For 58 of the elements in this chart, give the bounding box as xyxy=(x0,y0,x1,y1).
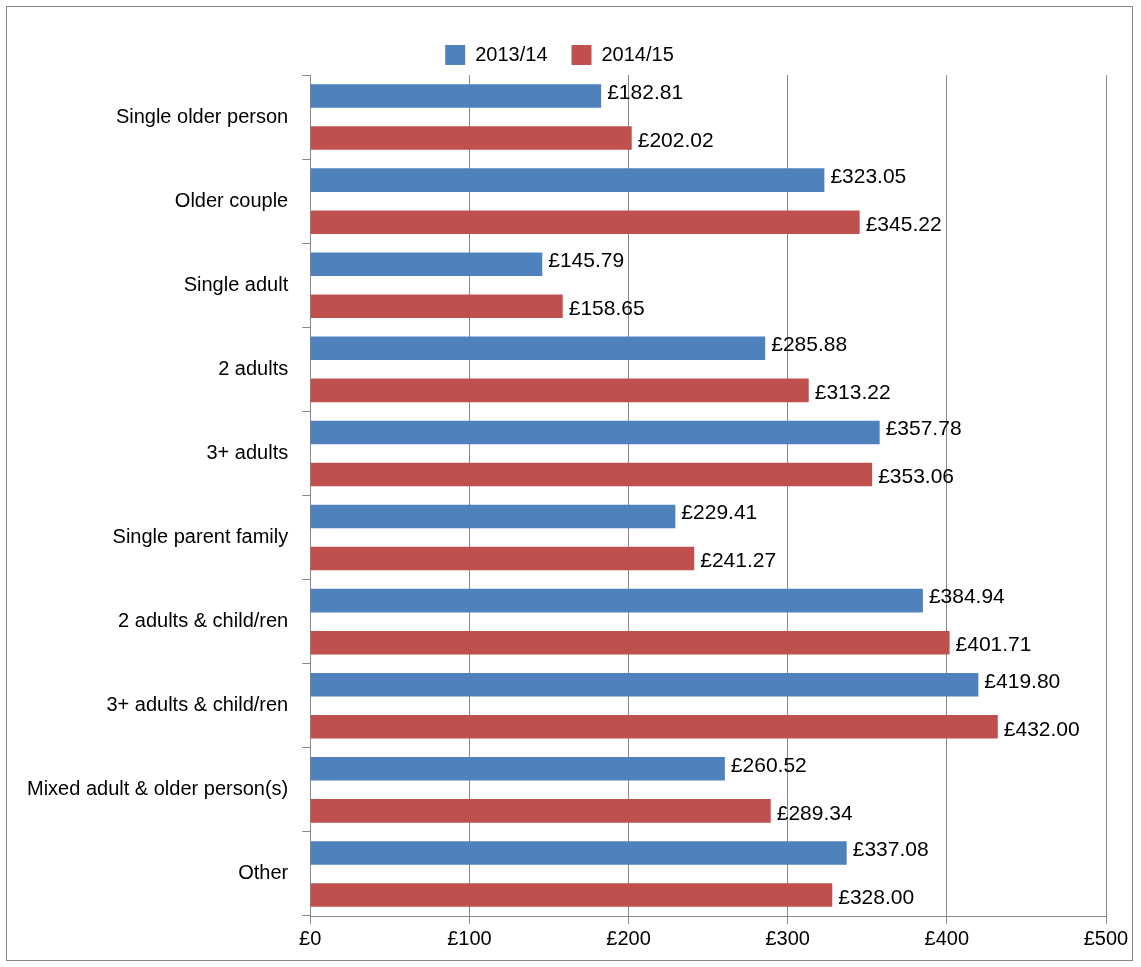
data-label: £357.78 xyxy=(885,416,962,440)
data-label: £345.22 xyxy=(865,211,942,235)
bar xyxy=(310,630,950,655)
data-label: £384.94 xyxy=(928,584,1006,608)
bar xyxy=(310,336,766,361)
data-label: £328.00 xyxy=(838,884,915,908)
data-label: £229.41 xyxy=(681,500,758,524)
y-tick-label: Single adult xyxy=(183,272,289,295)
y-tick-label: 2 adults xyxy=(218,356,289,379)
bar xyxy=(310,168,825,192)
x-tick-label: £100 xyxy=(447,926,492,949)
bar xyxy=(310,883,833,907)
bar xyxy=(310,84,602,108)
y-tick-label: Single parent family xyxy=(112,525,289,548)
data-label: £289.34 xyxy=(776,800,853,824)
bar xyxy=(310,546,695,571)
bar xyxy=(310,672,979,697)
bar xyxy=(310,715,998,739)
data-label: £432.00 xyxy=(1003,716,1080,740)
bar xyxy=(310,126,632,150)
y-tick-label: 2 adults & child/ren xyxy=(118,609,289,632)
bar xyxy=(310,841,847,865)
x-tick-label: £400 xyxy=(924,926,970,949)
bar xyxy=(310,757,725,781)
x-tick-label: £200 xyxy=(606,926,651,949)
y-tick-label: Other xyxy=(238,861,289,884)
data-label: £285.88 xyxy=(771,332,848,356)
data-label: £241.27 xyxy=(700,548,777,572)
y-tick-label: Mixed adult & older person(s) xyxy=(27,777,289,800)
y-tick-label: 3+ adults & child/ren xyxy=(106,693,289,716)
bar xyxy=(310,294,563,319)
y-tick-label: Older couple xyxy=(174,188,289,211)
data-label: £401.71 xyxy=(955,632,1032,656)
data-label: £419.80 xyxy=(984,668,1061,692)
data-label: £337.08 xyxy=(852,836,929,860)
x-tick-label: £0 xyxy=(299,926,322,949)
bar xyxy=(310,462,873,487)
data-label: £260.52 xyxy=(730,752,807,776)
data-label: £202.02 xyxy=(637,127,714,151)
legend-label: 2013/14 xyxy=(475,42,548,65)
bar xyxy=(310,799,771,823)
y-tick-label: 3+ adults xyxy=(206,440,289,463)
data-label: £145.79 xyxy=(548,248,625,272)
legend-label: 2014/15 xyxy=(601,42,674,65)
bar xyxy=(310,378,809,403)
y-tick-label: Single older person xyxy=(115,104,289,127)
bar xyxy=(310,252,543,276)
data-label: £353.06 xyxy=(878,464,955,488)
data-label: £158.65 xyxy=(568,296,645,320)
bar xyxy=(310,588,923,613)
bar xyxy=(310,504,676,529)
data-label: £323.05 xyxy=(830,163,907,187)
x-tick-label: £300 xyxy=(765,926,810,949)
x-tick-label: £500 xyxy=(1083,926,1129,949)
bar xyxy=(310,210,860,234)
data-label: £313.22 xyxy=(814,380,891,404)
bar xyxy=(310,420,880,445)
data-label: £182.81 xyxy=(607,79,684,103)
